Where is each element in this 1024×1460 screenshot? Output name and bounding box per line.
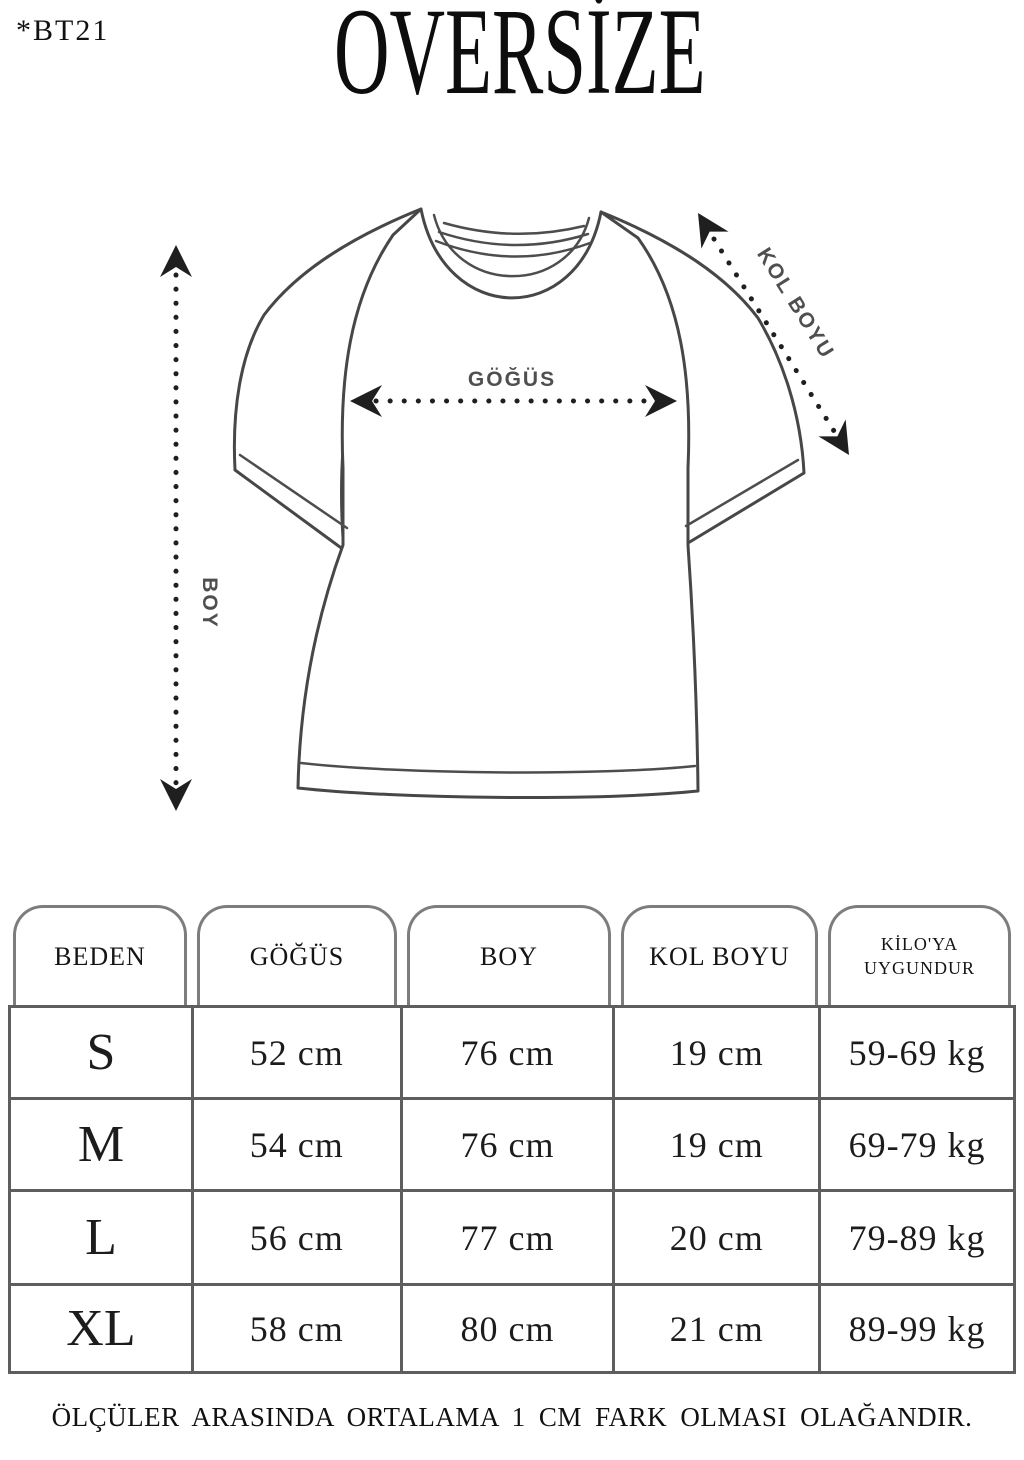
cell-sleeve: 21 cm [615,1286,822,1371]
length-label: BOY [198,577,221,629]
cell-size: M [11,1100,194,1192]
cell-length: 76 cm [402,1100,616,1192]
tshirt-left-cuff-line [238,453,349,530]
cell-length: 77 cm [402,1192,616,1286]
tshirt-drawing [232,207,806,799]
chest-label: GÖĞÜS [468,367,556,391]
cell-weight: 89-99 kg [821,1286,1013,1371]
tshirt-diagram-svg: BOY GÖĞÜS KOL BOYU [160,204,863,811]
size-table-header: BEDEN GÖĞÜS BOY KOL BOYU KİLO'YA UYGUNDU… [8,905,1016,1005]
tshirt-backneck-line [442,221,586,235]
sleeve-measure-arrow [684,204,863,464]
cell-weight: 69-79 kg [821,1100,1013,1192]
header-tab-kol-boyu: KOL BOYU [621,905,818,1005]
cell-size: XL [11,1286,194,1371]
tshirt-backneck-line [437,230,590,247]
cell-chest: 54 cm [193,1100,403,1192]
tshirt-right-cuff-line [684,458,800,528]
cell-size: L [11,1192,194,1286]
cell-size: S [11,1008,194,1100]
cell-chest: 58 cm [193,1286,403,1371]
cell-chest: 52 cm [193,1008,403,1100]
tshirt-measurement-diagram: BOY GÖĞÜS KOL BOYU [128,183,888,848]
header-tab-gogus: GÖĞÜS [197,905,397,1005]
header-tab-kilo: KİLO'YA UYGUNDUR [828,905,1011,1005]
cell-sleeve: 19 cm [615,1100,822,1192]
tshirt-backneck-line [434,239,592,258]
length-measure-arrow [160,245,192,811]
footnote: ÖLÇÜLER ARASINDA ORTALAMA 1 CM FARK OLMA… [51,1402,973,1432]
cell-length: 80 cm [402,1286,616,1371]
tshirt-hem-line [299,761,697,774]
cell-weight: 59-69 kg [821,1008,1013,1100]
cell-sleeve: 19 cm [615,1008,822,1100]
tshirt-collar-inner-line [432,213,591,278]
cell-sleeve: 20 cm [615,1192,822,1286]
header-tab-beden: BEDEN [13,905,187,1005]
tshirt-body [296,207,700,799]
header-tab-boy: BOY [407,905,611,1005]
size-table-body: S 52 cm 76 cm 19 cm 59-69 kg M 54 cm 76 … [8,1005,1016,1374]
size-table: BEDEN GÖĞÜS BOY KOL BOYU KİLO'YA UYGUNDU… [8,905,1016,1374]
cell-weight: 79-89 kg [821,1192,1013,1286]
page-title: OVERSİZE [333,0,706,120]
cell-length: 76 cm [402,1008,616,1100]
cell-chest: 56 cm [193,1192,403,1286]
product-code: *BT21 [16,14,110,47]
